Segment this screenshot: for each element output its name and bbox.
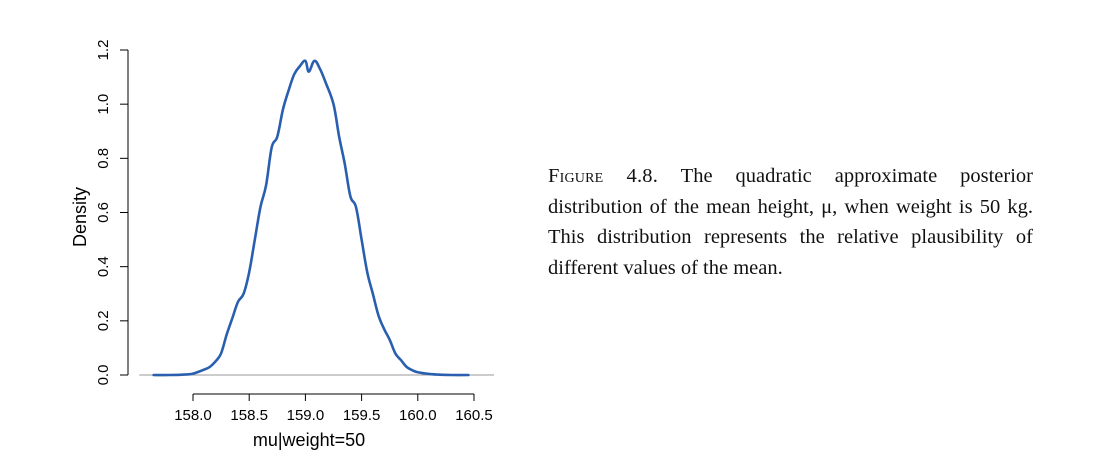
- density-curve-0: [152, 59, 470, 377]
- x-tick-label: 159.0: [287, 407, 325, 424]
- figure-label: Figure 4.8.: [548, 165, 659, 187]
- x-tick-label: 159.5: [343, 407, 381, 424]
- figure-caption-text: The quadratic approximate posterior dist…: [548, 165, 1033, 279]
- x-tick-label: 160.0: [399, 407, 437, 424]
- y-tick-label: 0.4: [95, 256, 112, 277]
- x-axis-title: mu|weight=50: [253, 430, 365, 450]
- y-tick-label: 1.0: [95, 94, 112, 115]
- x-tick-label: 160.5: [455, 407, 493, 424]
- y-tick-label: 0.2: [95, 310, 112, 331]
- x-tick-label: 158.5: [230, 407, 268, 424]
- y-tick-label: 0.8: [95, 148, 112, 169]
- y-tick-label: 0.6: [95, 202, 112, 223]
- density-curve-layer: [152, 59, 470, 377]
- y-tick-label: 0.0: [95, 365, 112, 386]
- x-tick-label: 158.0: [174, 407, 212, 424]
- x-axis: 158.0 158.5 159.0 159.5 160.0 160.5: [174, 393, 493, 424]
- y-axis: 0.0 0.2 0.4 0.6 0.8 1.0 1.2: [95, 40, 129, 386]
- y-tick-label: 1.2: [95, 40, 112, 61]
- density-plot: 0.0 0.2 0.4 0.6 0.8 1.0 1.2 158.0 158.5 159.0 159…: [70, 40, 494, 450]
- figure-caption: Figure 4.8. The quadratic approximate po…: [548, 161, 1033, 283]
- y-axis-title: Density: [70, 187, 90, 247]
